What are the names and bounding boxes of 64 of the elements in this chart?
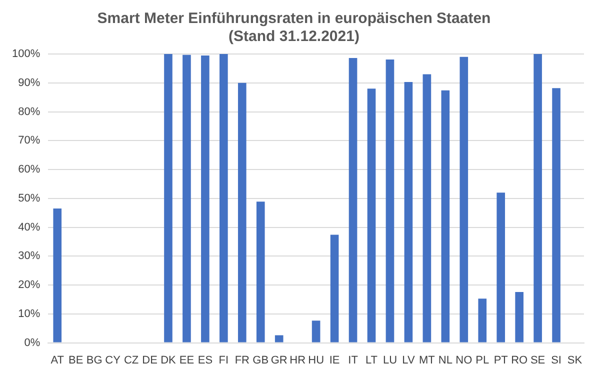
y-tick-label: 30% [18,250,40,262]
x-tick-label: SK [567,354,583,366]
x-tick-label: BE [68,354,84,366]
text: Smart Meter Einführungsraten in europäischen Staaten [97,10,491,28]
bar [386,59,394,342]
bar [496,192,506,342]
bar [367,88,376,342]
x-tick-label: PL [476,354,490,366]
x-tick-label: LU [382,354,398,366]
y-tick-label: 80% [18,106,40,118]
bar [220,54,228,342]
bar [422,74,432,342]
bar [164,54,172,342]
y-tick-label: 20% [18,279,40,292]
bar [348,58,358,342]
bar [478,298,487,342]
bar [238,82,246,342]
y-tick-label: 100% [12,48,40,60]
x-tick-label: FI [218,354,229,366]
x-tick-label: ES [198,354,213,366]
y-tick-label: 40% [18,221,40,234]
bar [515,292,524,342]
x-tick-label: CZ [124,354,139,366]
y-tick-label: 50% [18,192,40,204]
x-tick-label: NO [456,354,473,366]
x-tick-label: AT [50,354,64,366]
y-tick-label: 0% [24,336,40,349]
x-tick-label: RO [511,354,528,366]
x-tick-label: EE [179,354,194,366]
x-tick-label: GR [270,354,288,366]
bar [53,208,62,342]
bar [274,335,284,342]
bar [534,54,542,342]
x-tick-label: IT [348,354,358,366]
bar [552,88,560,342]
y-tick-label: 90% [18,76,40,89]
x-tick-label: SI [551,354,562,366]
x-tick-label: LT [365,354,378,366]
x-tick-label: PT [494,354,508,366]
bar [330,234,339,342]
x-tick-label: DE [142,354,158,366]
x-tick-label: SE [530,354,546,366]
bar [441,90,450,342]
x-tick-label: HU [308,354,324,366]
bar [256,202,265,342]
x-tick-label: MT [418,354,436,366]
y-tick-label: 70% [18,134,40,147]
x-tick-label: DK [160,354,177,366]
x-tick-label: FR [234,354,250,366]
bar [460,56,468,342]
y-tick-label: 10% [18,308,40,320]
bar [312,320,320,342]
x-tick-label: IE [329,354,340,366]
x-tick-label: HR [290,354,306,366]
bar [404,82,413,342]
bar [182,54,191,342]
x-tick-label: LV [402,354,416,366]
x-tick-label: GB [252,354,269,366]
x-tick-label: NL [438,354,452,366]
y-tick-label: 60% [18,164,40,176]
bar [201,55,210,342]
text: (Stand 31.12.2021) [228,28,360,46]
x-tick-label: CY [105,354,122,366]
x-tick-label: BG [86,354,102,366]
